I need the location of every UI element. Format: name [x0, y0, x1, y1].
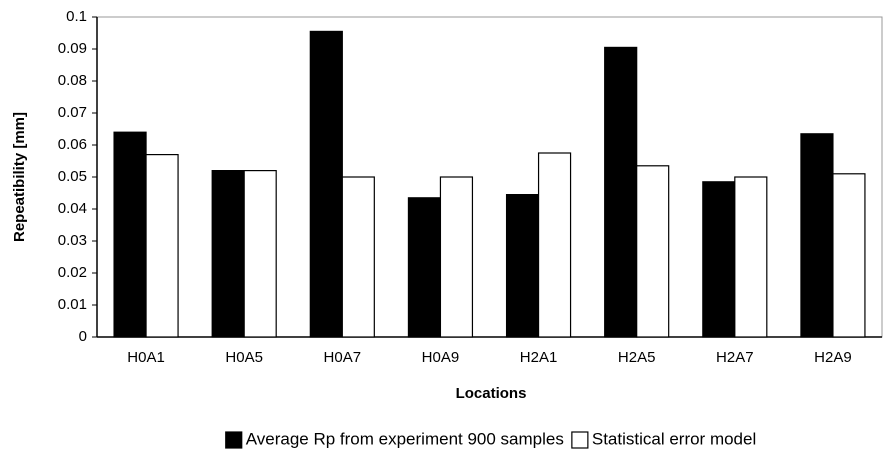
y-tick-label: 0.09	[58, 40, 87, 57]
y-axis-title: Repeatibility [mm]	[11, 112, 28, 242]
bar	[407, 197, 442, 338]
bar	[211, 170, 245, 338]
x-tick-label: H0A7	[324, 349, 362, 366]
legend-label: Statistical error model	[592, 429, 756, 448]
x-tick-label: H0A9	[422, 349, 460, 366]
y-tick-label: 0.04	[58, 200, 87, 217]
x-tick-label: H2A7	[716, 349, 754, 366]
x-tick-label: H2A5	[618, 349, 656, 366]
x-tick-label: H0A1	[127, 349, 165, 366]
x-tick-label: H0A5	[225, 349, 263, 366]
y-tick-label: 0.07	[58, 104, 87, 121]
y-tick-label: 0.01	[58, 296, 87, 313]
bar	[309, 30, 343, 338]
bar	[341, 176, 375, 338]
legend-swatch	[225, 431, 243, 449]
bar	[734, 176, 768, 338]
bar	[636, 165, 670, 338]
bar	[145, 154, 179, 338]
legend-label: Average Rp from experiment 900 samples	[246, 429, 564, 448]
x-axis-title: Locations	[456, 385, 527, 402]
x-tick-label: H2A9	[814, 349, 852, 366]
bar	[800, 133, 834, 338]
bar	[702, 181, 736, 338]
bar	[113, 131, 147, 338]
bar	[537, 152, 572, 338]
y-tick-label: 0.05	[58, 168, 87, 185]
y-tick-label: 0.03	[58, 232, 87, 249]
y-tick-label: 0.06	[58, 136, 87, 153]
bar	[439, 176, 474, 338]
y-tick-label: 0	[79, 328, 87, 345]
y-tick-label: 0.02	[58, 264, 87, 281]
y-tick-label: 0.1	[66, 8, 87, 25]
y-tick-label: 0.08	[58, 72, 87, 89]
bar	[604, 46, 638, 338]
bar	[832, 173, 866, 338]
x-tick-label: H2A1	[520, 349, 558, 366]
bar	[243, 170, 277, 338]
bar	[505, 194, 540, 338]
legend-swatch	[571, 431, 589, 449]
